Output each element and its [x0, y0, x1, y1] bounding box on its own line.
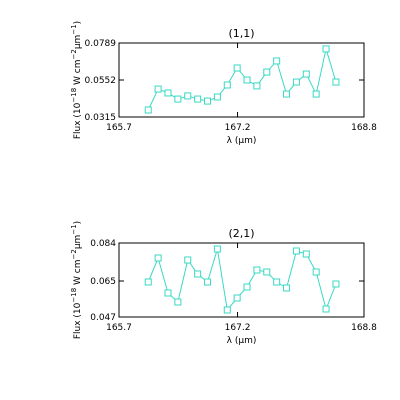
y-axis-label-part: Flux (10 — [73, 302, 83, 339]
y-axis-label: Flux (10−18 W cm−2μm−1) — [70, 221, 83, 339]
data-point — [184, 92, 192, 100]
data-point — [174, 298, 182, 306]
data-point — [283, 284, 291, 292]
y-tick-label: 0.047 — [90, 313, 116, 323]
x-tick-label: 167.2 — [225, 323, 251, 333]
x-tick-label: 165.7 — [106, 123, 132, 133]
data-point — [223, 306, 231, 314]
y-tick-label: 0.065 — [90, 277, 116, 287]
data-point — [204, 97, 212, 105]
data-point — [243, 283, 251, 291]
chart-title: (1,1) — [228, 27, 254, 40]
y-axis-label-part: Flux (10 — [73, 102, 83, 139]
y-axis-label-part: −2 — [70, 249, 78, 259]
data-point — [302, 70, 310, 78]
data-point — [263, 268, 271, 276]
y-axis-label-part: −2 — [70, 49, 78, 59]
data-point — [332, 78, 340, 86]
data-point — [154, 85, 162, 93]
y-axis-label-part: ) — [73, 21, 83, 25]
data-point — [273, 57, 281, 65]
data-point — [233, 294, 241, 302]
x-tick-label: 165.7 — [106, 323, 132, 333]
data-point — [194, 95, 202, 103]
data-point — [292, 78, 300, 86]
y-tick-label: 0.0315 — [85, 113, 117, 123]
data-point — [164, 289, 172, 297]
plot-frame — [118, 242, 365, 318]
data-point — [204, 278, 212, 286]
data-point — [194, 270, 202, 278]
data-point — [164, 89, 172, 97]
data-point — [243, 76, 251, 84]
data-point — [312, 90, 320, 98]
x-tick-label: 167.2 — [225, 123, 251, 133]
data-point — [283, 90, 291, 98]
data-point — [233, 64, 241, 72]
data-point — [144, 278, 152, 286]
y-axis-label-part: −18 — [70, 88, 78, 103]
y-axis-label-part: ) — [73, 221, 83, 225]
data-point — [312, 268, 320, 276]
x-axis-label: λ (μm) — [227, 136, 257, 146]
y-tick-label: 0.0552 — [85, 76, 117, 86]
data-point — [302, 250, 310, 258]
x-axis-label: λ (μm) — [227, 336, 257, 346]
data-point — [263, 68, 271, 76]
x-tick-label: 168.8 — [351, 323, 377, 333]
data-point — [332, 280, 340, 288]
chart-title: (2,1) — [228, 227, 254, 240]
data-point — [174, 95, 182, 103]
y-axis-label: Flux (10−18 W cm−2μm−1) — [70, 21, 83, 139]
data-point — [154, 254, 162, 262]
y-axis-label-part: −18 — [70, 288, 78, 303]
data-point — [184, 256, 192, 264]
y-axis-label-part: W cm — [73, 260, 83, 288]
y-axis-label-part: μm — [73, 235, 83, 250]
y-axis-label-part: μm — [73, 35, 83, 50]
y-axis-label-part: −1 — [70, 224, 78, 234]
y-axis-label-part: W cm — [73, 60, 83, 88]
y-tick-label: 0.084 — [90, 239, 116, 249]
data-point — [322, 45, 330, 53]
y-axis-label-part: −1 — [70, 24, 78, 34]
data-point — [253, 266, 261, 274]
data-point — [273, 278, 281, 286]
data-point — [144, 106, 152, 114]
data-point — [213, 245, 221, 253]
data-point — [322, 305, 330, 313]
data-point — [253, 82, 261, 90]
data-point — [292, 247, 300, 255]
data-point — [223, 81, 231, 89]
x-tick-label: 168.8 — [351, 123, 377, 133]
y-tick-label: 0.0789 — [85, 39, 117, 49]
data-point — [213, 93, 221, 101]
